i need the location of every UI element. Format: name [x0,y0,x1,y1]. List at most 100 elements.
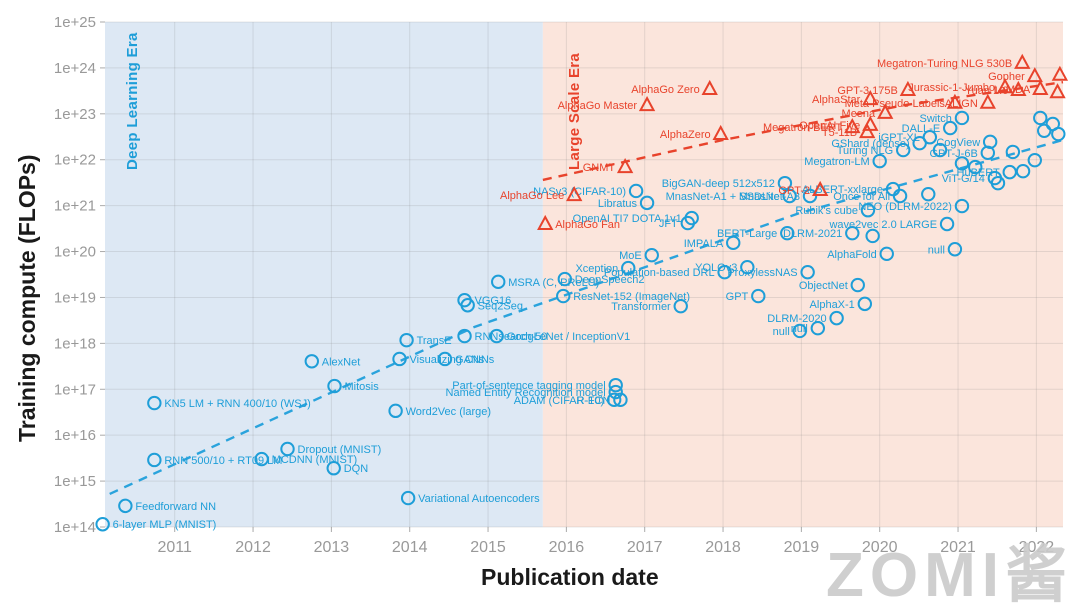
data-point-circle [457,328,472,344]
data-point-label: Visualizing CNNs [410,354,495,366]
data-point-label: CogView [936,137,980,149]
y-tick-label: 1e+19 [54,289,96,306]
data-point-circle [865,228,880,244]
data-point-circle [327,378,342,394]
data-point-circle [777,175,793,191]
data-point-label: AlphaGo Fan [555,219,620,231]
x-tick-label: 2016 [549,539,585,556]
data-point-circle [792,323,808,339]
data-point-circle [954,198,970,214]
data-point-label: Transformer [611,301,671,313]
data-point-label: AlphaFold [827,249,877,261]
x-tick-label: 2017 [627,539,663,556]
data-point-circle [639,195,655,211]
data-point-circle [621,260,636,276]
x-tick-label: 2022 [1019,539,1055,556]
data-point-triangle [858,123,876,139]
data-point-label: Seq2Seq [478,300,523,312]
data-point-circle [968,159,983,175]
data-point-circle [980,145,996,161]
data-point-label: GoogLeNet / InceptionV1 [507,331,631,343]
data-point-circle [95,517,110,532]
x-tick-label: 2020 [862,539,898,556]
data-point-circle [810,321,826,336]
data-point-triangle [1010,80,1027,96]
data-point-label: NEO (DLRM-2022) [858,201,952,213]
data-point-label: AlphaGo Zero [631,84,699,96]
data-point-label: OpenAI Five [799,120,860,132]
data-point-label: Jurassic-1-Jumbo [908,82,995,94]
data-point-label: ALIGN [945,98,978,110]
x-tick-label: 2018 [705,539,741,556]
data-point-label: ResNet-152 (ImageNet) [573,291,690,303]
x-tick-label: 2021 [940,539,976,556]
data-point-label: ObjectNet [799,280,848,292]
data-point-label: NASv3 (CIFAR-10) [533,186,626,198]
data-point-circle [680,215,695,231]
y-tick-label: 1e+25 [54,14,96,31]
data-point-circle [932,142,948,158]
data-point-circle [304,354,319,369]
data-point-label: Variational Autoencoders [418,493,540,505]
data-point-circle [608,384,623,400]
x-tick-label: 2019 [784,539,820,556]
data-point-label: DLRM-2020 [767,313,826,325]
data-point-label: 6-layer MLP (MNIST) [113,519,217,531]
data-point-circle [872,153,887,169]
data-point-triangle [616,157,634,174]
data-point-label: GNMT [583,162,616,174]
data-point-label: OpenAI TI7 DOTA 1v1 [573,213,682,225]
x-tick-label: 2011 [158,539,193,556]
data-point-circle [947,242,963,257]
data-point-label: AlphaGo Master [558,100,638,112]
data-point-label: Dropout (MNIST) [298,444,382,456]
data-point-label: GPT [726,291,749,303]
data-point-triangle [1051,65,1069,81]
data-point-label: Once for All [833,191,890,203]
y-tick-label: 1e+16 [54,427,96,444]
x-tick-label: 2015 [470,539,506,556]
data-point-triangle [946,93,964,109]
y-tick-label: 1e+18 [54,335,96,352]
y-tick-label: 1e+22 [54,152,96,169]
plot-svg: 2011 2012 2013 2014 2015 2016 2017 2018 2019 2020… [54,14,1069,556]
large-scale-trend [542,80,1064,182]
data-point-circle [939,216,955,232]
watermark: ZOMI酱 [826,541,1073,610]
data-point-circle [860,203,876,218]
data-point-label: Megatron-LM [804,156,869,168]
data-point-circle [857,296,873,312]
data-point-circle [1037,123,1052,139]
data-point-circle [943,120,958,136]
data-point-triangle [996,78,1014,94]
data-point-label: RNN 500/10 + RT09 LM [164,455,282,467]
data-point-circle [954,110,970,126]
era-label-deep-learning: Deep Learning Era [124,32,141,170]
data-point-label: Population-based DRL [604,267,715,279]
data-point-label: DLRM-2021 [783,228,842,240]
data-point-label: IMPALA [684,238,724,250]
data-point-label: DALL-E [902,123,941,135]
data-point-label: VGG16 [475,295,512,307]
data-point-circle [628,183,644,199]
data-point-circle [388,403,403,419]
y-tick-label: 1e+23 [54,106,96,123]
data-point-label: Megatron-Turing NLG 530B [877,58,1012,70]
data-point-triangle [537,214,554,230]
data-point-label: ADAM (CIFAR-10) [514,395,604,407]
data-point-label: LaMDA [994,84,1031,96]
data-point-circle [644,248,659,263]
data-point-label: GPT-J-6B [930,148,978,160]
data-point-triangle [712,124,729,141]
data-point-circle [489,328,504,344]
data-point-circle [557,271,573,287]
data-point-label: YOLOv3 [695,262,737,274]
data-point-circle [922,130,938,145]
data-point-circle [437,351,453,367]
data-point-circle [717,265,732,280]
data-point-label: DQN [344,463,369,475]
data-point-circle [608,377,623,393]
data-point-triangle [701,79,718,96]
data-point-label: null [928,244,945,256]
x-tick-label: 2013 [314,539,350,556]
